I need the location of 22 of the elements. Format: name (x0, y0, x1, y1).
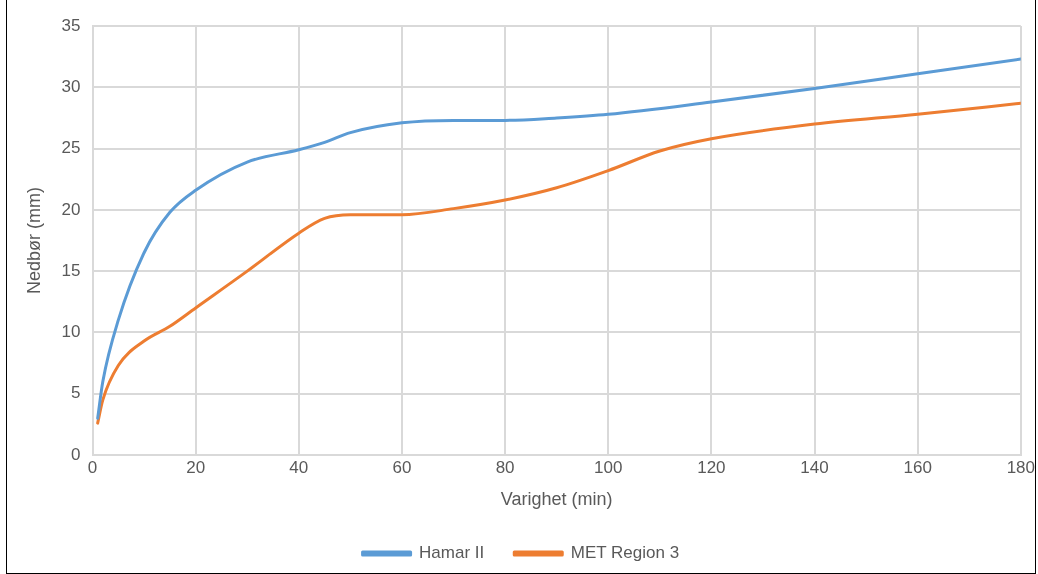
x-tick-label: 0 (87, 457, 98, 477)
y-tick-label: 20 (61, 199, 81, 219)
y-tick-label: 5 (71, 383, 81, 403)
legend-label: MET Region 3 (570, 543, 680, 563)
y-tick-label: 25 (61, 138, 81, 158)
y-tick-label: 30 (61, 76, 81, 96)
x-tick-label: 120 (697, 457, 726, 477)
y-tick-label: 0 (71, 444, 81, 464)
legend-label: Hamar II (419, 543, 485, 563)
x-tick-label: 160 (903, 457, 932, 477)
x-tick-label: 20 (186, 457, 206, 477)
x-tick-label: 60 (392, 457, 412, 477)
x-tick-label: 140 (800, 457, 829, 477)
y-tick-label: 10 (61, 322, 81, 342)
x-tick-label: 40 (289, 457, 309, 477)
x-tick-label: 80 (495, 457, 515, 477)
x-axis-title: Varighet (min) (500, 489, 613, 510)
x-tick-label: 100 (594, 457, 623, 477)
y-tick-label: 15 (61, 260, 81, 280)
x-tick-label: 180 (1006, 457, 1036, 477)
y-tick-label: 35 (61, 15, 81, 35)
y-axis-title: Nedbør (mm) (23, 187, 44, 294)
